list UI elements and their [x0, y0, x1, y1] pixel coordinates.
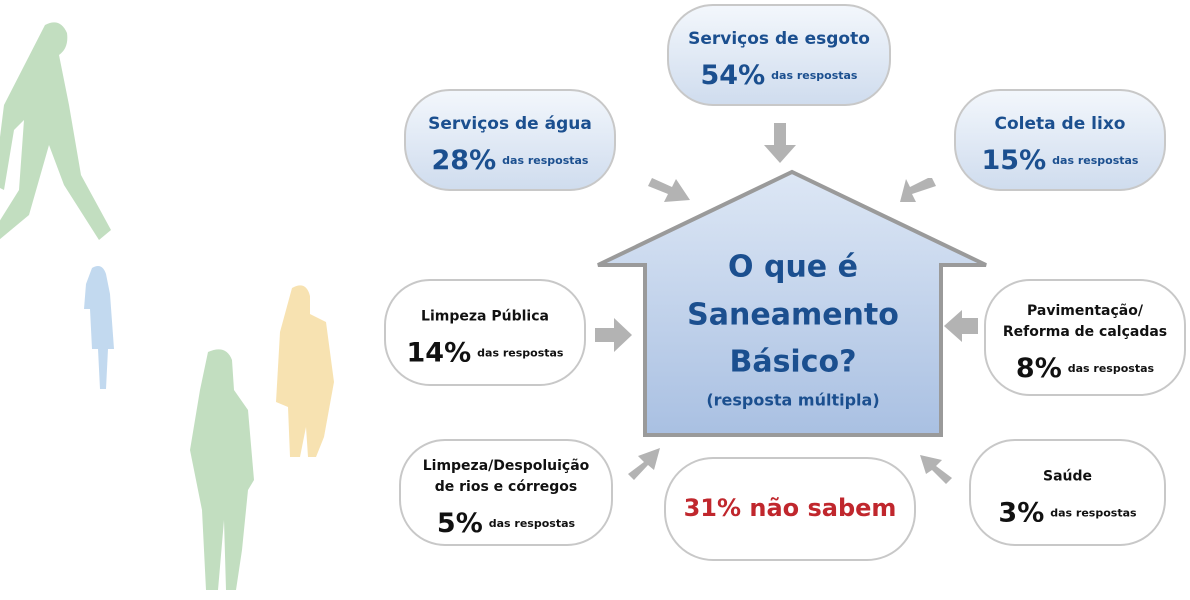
answer-box-bg	[384, 279, 586, 386]
arrow	[628, 448, 660, 480]
center-line: O que é	[728, 250, 858, 285]
arrows	[595, 123, 978, 484]
house	[597, 169, 987, 437]
answer-percent: 5%	[437, 508, 483, 539]
answer-note: das respostas	[502, 154, 589, 167]
answer-box-bg	[984, 279, 1186, 396]
answer-note: das respostas	[771, 69, 858, 82]
answer-box: Limpeza Pública 14% das respostas	[384, 279, 586, 386]
center-note: (resposta múltipla)	[706, 391, 879, 410]
center-text: O que é Saneamento Básico? (resposta múl…	[687, 250, 899, 410]
answer-name: Serviços de esgoto	[688, 29, 870, 49]
answer-note: das respostas	[1050, 507, 1137, 520]
answer-name: Pavimentação/	[1027, 303, 1144, 319]
answer-value: 5% das respostas	[437, 508, 576, 539]
answer-note: das respostas	[477, 347, 564, 360]
arrow	[944, 310, 978, 342]
answer-name: Serviços de água	[428, 114, 592, 134]
arrow	[648, 178, 690, 202]
answer-name: Limpeza/Despoluição	[423, 458, 590, 474]
people	[0, 22, 334, 590]
arrow	[900, 178, 936, 202]
answer-box-bg	[954, 89, 1166, 191]
arrow	[920, 455, 952, 484]
answer-value: 28% das respostas	[432, 145, 589, 176]
answer-percent: 3%	[998, 497, 1044, 528]
answer-value: 14% das respostas	[407, 337, 564, 368]
answer-box-bg	[667, 4, 891, 106]
answer-percent: 28%	[432, 145, 497, 176]
answer-box-bg	[969, 439, 1166, 546]
answer-box: Saúde 3% das respostas	[969, 439, 1166, 546]
arrow	[764, 123, 796, 163]
answer-value: 15% das respostas	[982, 145, 1139, 176]
answer-name: Coleta de lixo	[995, 114, 1126, 134]
person-silhouette	[276, 285, 334, 457]
person-silhouette	[84, 266, 114, 389]
answer-box-bg	[404, 89, 616, 191]
unknown-box	[664, 457, 916, 561]
answer-percent: 8%	[1016, 353, 1062, 384]
answer-name: Reforma de calçadas	[1003, 324, 1167, 340]
answer-box: Coleta de lixo 15% das respostas	[954, 89, 1166, 191]
answer-note: das respostas	[1068, 362, 1155, 375]
answer-note: das respostas	[489, 517, 576, 530]
answer-value: 8% das respostas	[1016, 353, 1155, 384]
answer-name: Limpeza Pública	[421, 309, 549, 325]
center-line: Saneamento	[687, 298, 899, 333]
arrow	[595, 318, 632, 352]
center-line: Básico?	[729, 345, 856, 380]
answer-note: das respostas	[1052, 154, 1139, 167]
person-silhouette	[190, 349, 254, 590]
answer-value: 54% das respostas	[701, 60, 858, 91]
answer-box-bg	[399, 439, 613, 546]
answer-percent: 15%	[982, 145, 1047, 176]
answer-percent: 54%	[701, 60, 766, 91]
person-silhouette	[0, 22, 111, 240]
answer-percent: 14%	[407, 337, 472, 368]
answer-value: 3% das respostas	[998, 497, 1137, 528]
unknown-text: 31% não sabem	[684, 494, 897, 522]
answer-box: Serviços de esgoto 54% das respostas	[667, 4, 891, 106]
answer-box: Serviços de água 28% das respostas	[404, 89, 616, 191]
answer-box: Pavimentação/Reforma de calçadas 8% das re…	[984, 279, 1186, 396]
answer-name: de rios e córregos	[435, 479, 577, 495]
answer-name: Saúde	[1043, 469, 1092, 485]
answer-box: Limpeza/Despoluição de rios e córregos 5% d…	[399, 439, 613, 546]
